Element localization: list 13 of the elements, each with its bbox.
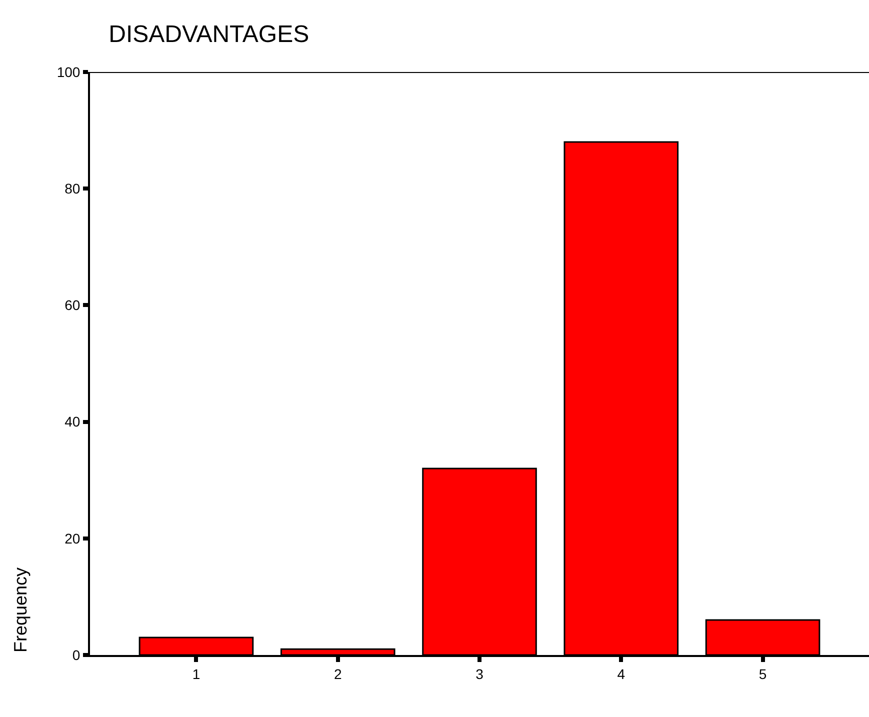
x-tick-label: 1 (192, 666, 200, 682)
y-tick-label: 40 (64, 414, 80, 430)
y-tick-label: 20 (64, 530, 80, 546)
y-tick-label: 100 (56, 64, 80, 80)
y-tick-label: 80 (64, 180, 80, 196)
x-tick-label: 5 (758, 666, 767, 682)
y-axis-title: Frequency (10, 567, 30, 652)
x-tick-label: 4 (617, 666, 626, 682)
y-tick-label: 0 (72, 646, 80, 663)
x-tick-label: 3 (476, 666, 484, 682)
x-tick-label: 2 (334, 666, 342, 682)
chart-title: DISADVANTAGES (108, 20, 310, 48)
y-tick-label: 60 (64, 297, 80, 314)
